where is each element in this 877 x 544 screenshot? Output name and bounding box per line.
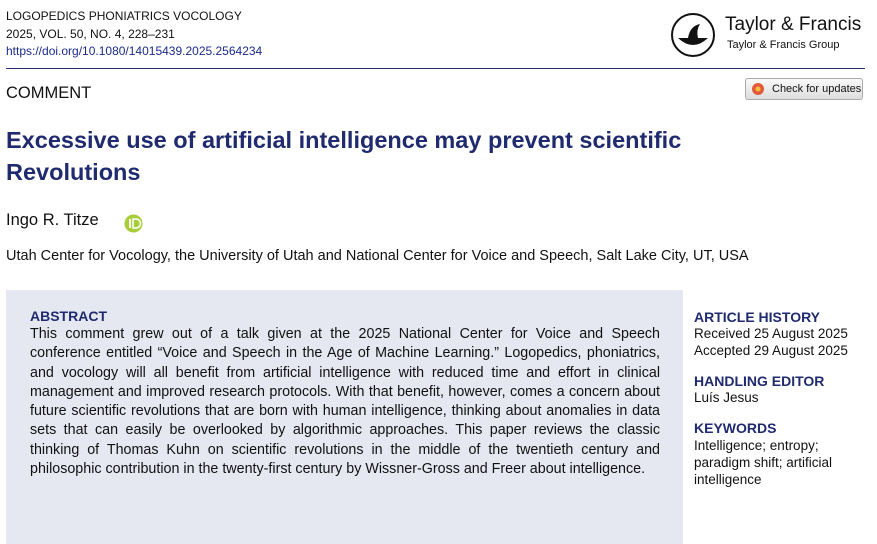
abstract-text: This comment grew out of a talk given at… <box>30 326 660 478</box>
history-heading: ARTICLE HISTORY <box>694 309 821 325</box>
keywords-heading: KEYWORDS <box>694 420 777 436</box>
issue: 2025, VOL. 50, NO. 4, 228–231 <box>6 27 175 41</box>
publisher-name: Taylor & Francis <box>725 14 862 35</box>
editor-name: Luís Jesus <box>694 390 759 405</box>
journal-name: LOGOPEDICS PHONIATRICS VOCOLOGY <box>6 9 242 23</box>
article-type: COMMENT <box>6 84 92 102</box>
editor-heading: HANDLING EDITOR <box>694 373 825 389</box>
affiliation: Utah Center for Vocology, the University… <box>6 248 749 264</box>
header-rule <box>6 68 865 69</box>
keywords: Intelligence; entropy; paradigm shift; a… <box>694 438 833 487</box>
abstract-heading: ABSTRACT <box>30 308 107 324</box>
author: Ingo R. Titze <box>6 211 99 229</box>
received-date: Received 25 August 2025 <box>694 326 848 341</box>
article-title: Excessive use of artificial intelligence… <box>6 127 682 185</box>
abstract-box: ABSTRACT This comment grew out of a talk… <box>6 290 683 544</box>
update-icon <box>752 83 764 95</box>
publisher-logo <box>671 13 715 57</box>
check-updates-label: Check for updates <box>772 83 862 95</box>
orcid-icon[interactable] <box>124 214 143 233</box>
check-updates-button[interactable]: Check for updates <box>745 78 863 100</box>
accepted-date: Accepted 29 August 2025 <box>694 343 848 358</box>
publisher-group: Taylor & Francis Group <box>727 39 840 51</box>
doi-link[interactable]: https://doi.org/10.1080/14015439.2025.25… <box>6 44 263 58</box>
